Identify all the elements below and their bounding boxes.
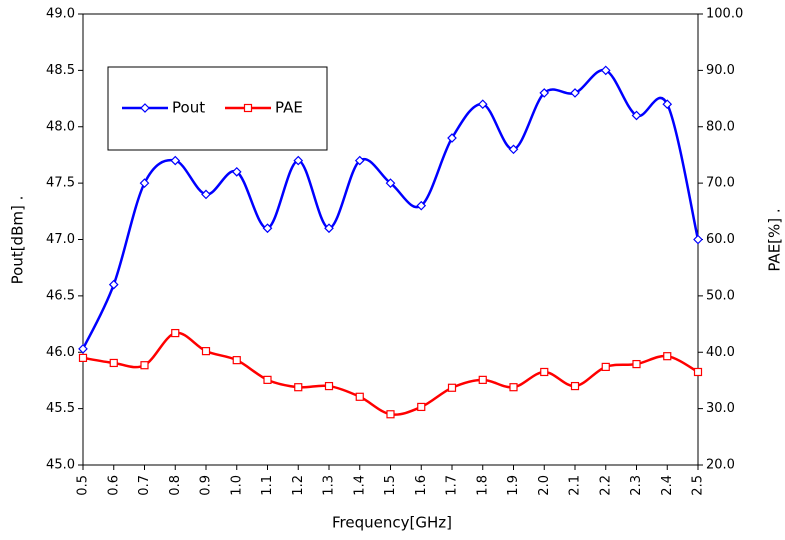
- marker: [140, 361, 149, 370]
- y-tick-label: 47.5: [46, 176, 75, 191]
- x-tick-label: 2.3: [629, 475, 644, 496]
- marker: [693, 234, 703, 245]
- y-axis-label: Pout[dBm] .: [9, 196, 27, 285]
- marker: [108, 279, 119, 290]
- legend-label: Pout: [172, 99, 205, 117]
- y2-tick-label: 40.0: [706, 345, 735, 360]
- x-tick-label: 1.0: [229, 475, 244, 496]
- marker: [139, 178, 150, 188]
- marker: [570, 88, 580, 98]
- marker: [477, 99, 488, 110]
- legend-marker: [140, 103, 150, 113]
- marker: [662, 99, 673, 110]
- marker: [693, 367, 703, 377]
- y2-tick-label: 50.0: [706, 288, 735, 303]
- marker: [416, 200, 427, 211]
- marker: [539, 88, 550, 98]
- marker: [478, 375, 487, 384]
- y-tick-label: 46.5: [46, 288, 75, 303]
- x-tick-label: 1.2: [291, 475, 306, 496]
- y2-tick-label: 80.0: [706, 119, 735, 134]
- marker: [170, 155, 181, 166]
- marker: [570, 381, 580, 391]
- y2-tick-label: 90.0: [706, 63, 735, 78]
- marker: [354, 155, 365, 166]
- x-tick-label: 1.9: [506, 475, 521, 496]
- marker: [385, 178, 396, 188]
- series-line: [82, 331, 699, 416]
- y2-tick-label: 20.0: [706, 458, 735, 473]
- marker: [78, 353, 88, 362]
- y-tick-label: 45.0: [46, 458, 75, 473]
- x-axis-label: Frequency[GHz]: [332, 514, 452, 532]
- marker: [324, 381, 334, 391]
- marker: [417, 402, 426, 412]
- marker: [232, 356, 241, 365]
- marker: [294, 383, 303, 392]
- legend-marker: [243, 103, 253, 113]
- marker: [171, 328, 180, 338]
- y2-tick-label: 70.0: [706, 176, 735, 191]
- x-tick-label: 2.2: [598, 475, 613, 496]
- marker: [293, 155, 304, 166]
- y2-tick-label: 100.0: [706, 7, 743, 22]
- marker: [355, 392, 364, 401]
- marker: [447, 383, 457, 392]
- marker: [201, 189, 211, 200]
- x-tick-label: 0.9: [199, 475, 214, 496]
- x-tick-label: 1.8: [475, 475, 490, 496]
- x-tick-label: 0.5: [76, 475, 91, 496]
- x-tick-label: 2.4: [660, 475, 675, 496]
- marker: [78, 344, 88, 354]
- y-tick-label: 45.5: [46, 401, 75, 416]
- marker: [231, 167, 242, 177]
- marker: [540, 367, 549, 377]
- marker: [324, 223, 334, 234]
- x-tick-label: 0.7: [137, 475, 152, 496]
- x-tick-label: 1.5: [383, 475, 398, 496]
- x-tick-label: 1.1: [260, 475, 275, 496]
- marker: [600, 65, 611, 76]
- y-tick-label: 48.0: [46, 119, 75, 134]
- x-tick-label: 1.3: [322, 475, 337, 496]
- marker: [508, 144, 519, 155]
- x-tick-label: 2.0: [537, 475, 552, 496]
- y-tick-label: 46.0: [46, 345, 75, 360]
- y2-tick-label: 30.0: [706, 401, 735, 416]
- legend-label: PAE: [275, 99, 303, 117]
- y-tick-label: 48.5: [46, 63, 75, 78]
- y2-tick-label: 60.0: [706, 232, 735, 247]
- y-tick-label: 49.0: [46, 7, 75, 22]
- marker: [386, 410, 395, 419]
- x-tick-label: 0.6: [106, 475, 121, 496]
- marker: [631, 110, 642, 121]
- x-tick-label: 1.6: [414, 475, 429, 496]
- marker: [663, 352, 672, 361]
- x-tick-label: 1.7: [445, 475, 460, 496]
- marker: [447, 133, 457, 143]
- x-tick-label: 2.5: [691, 475, 706, 496]
- x-tick-label: 2.1: [568, 475, 583, 496]
- marker: [109, 358, 118, 368]
- x-tick-label: 0.8: [168, 475, 183, 496]
- marker: [263, 375, 272, 384]
- marker: [601, 362, 610, 372]
- x-tick-label: 1.4: [352, 475, 367, 496]
- marker: [201, 347, 211, 356]
- marker: [509, 383, 518, 392]
- marker: [632, 359, 641, 369]
- marker: [262, 223, 273, 234]
- y-tick-label: 47.0: [46, 232, 75, 247]
- y2-axis-label: PAE[%] .: [766, 208, 784, 271]
